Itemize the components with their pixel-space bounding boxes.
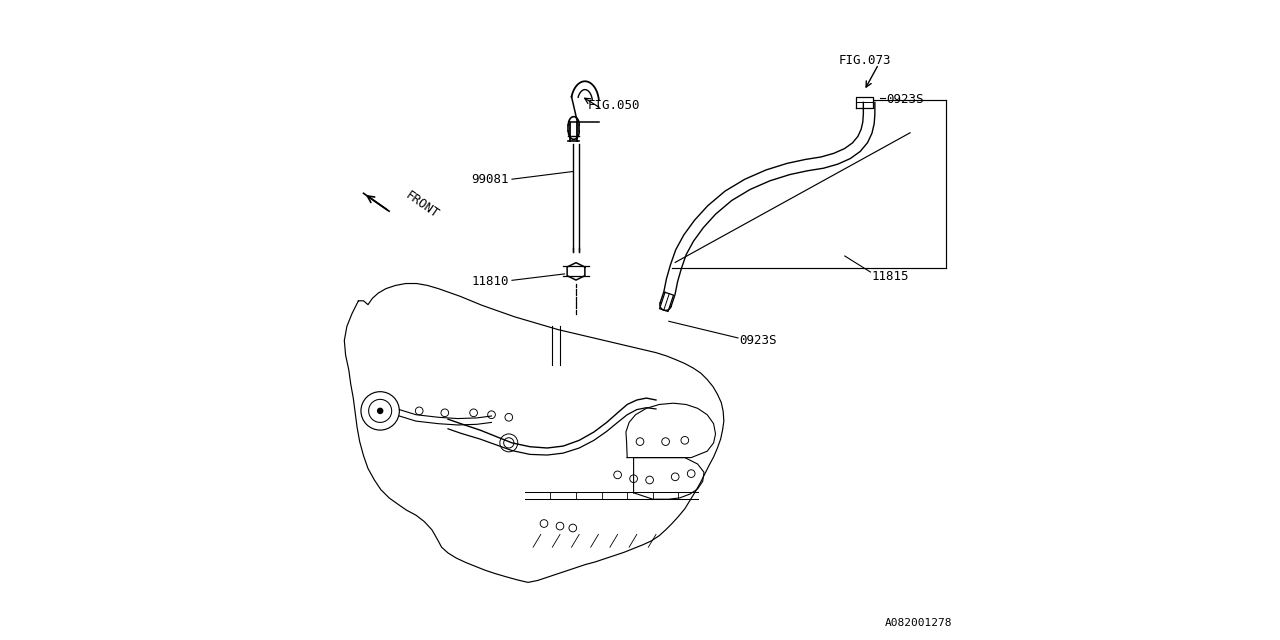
Text: 99081: 99081	[471, 173, 508, 186]
Text: FRONT: FRONT	[403, 189, 442, 221]
Text: 11810: 11810	[471, 275, 508, 288]
Text: FIG.050: FIG.050	[588, 99, 640, 112]
Text: FIG.073: FIG.073	[838, 54, 891, 67]
Text: 0923S: 0923S	[886, 93, 924, 106]
Circle shape	[378, 408, 383, 413]
Text: A082001278: A082001278	[884, 618, 952, 628]
Text: 11815: 11815	[872, 270, 909, 283]
Text: 0923S: 0923S	[740, 334, 777, 347]
